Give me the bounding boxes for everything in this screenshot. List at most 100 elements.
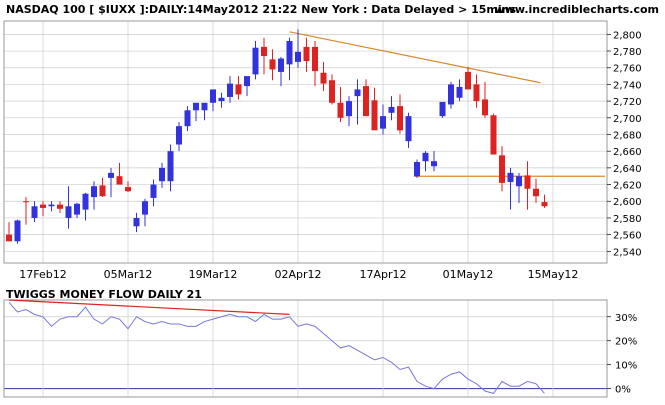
- candlestick: [57, 201, 63, 213]
- resistance-trendline: [289, 31, 541, 84]
- indicator-panel: TWIGGS MONEY FLOW DAILY 21 0% 10% 20% 30%: [3, 288, 637, 398]
- price-y-tick-label: 2,560: [613, 231, 642, 242]
- candlestick: [91, 181, 97, 210]
- price-y-tick-label: 2,640: [613, 164, 642, 175]
- candlestick: [150, 179, 157, 207]
- price-y-tick-label: 2,660: [613, 147, 642, 158]
- candlestick: [533, 178, 539, 203]
- candlestick: [524, 161, 531, 210]
- price-y-tick-label: 2,600: [613, 197, 642, 208]
- candlestick: [201, 102, 208, 121]
- candlestick: [405, 112, 412, 148]
- candlestick: [116, 162, 123, 185]
- candlestick: [541, 194, 548, 208]
- price-y-tick-label: 2,580: [613, 214, 642, 225]
- candlestick: [159, 162, 165, 188]
- candlestick: [227, 76, 233, 103]
- price-x-tick-label: 01May12: [443, 268, 494, 281]
- candlestick: [473, 74, 480, 108]
- candlestick: [48, 201, 55, 212]
- price-x-tick-label: 02Apr12: [274, 268, 321, 281]
- candlestick: [65, 186, 72, 229]
- indicator-title: TWIGGS MONEY FLOW DAILY 21: [6, 288, 202, 301]
- candlestick: [142, 198, 148, 227]
- price-x-tick-label: 19Mar12: [189, 268, 238, 281]
- candlestick: [490, 113, 497, 155]
- candlestick: [244, 76, 250, 97]
- price-x-tick-label: 17Feb12: [19, 268, 66, 281]
- candlestick: [184, 106, 191, 132]
- candlestick: [397, 94, 403, 134]
- price-y-tick-label: 2,620: [613, 181, 642, 192]
- candlestick: [329, 74, 335, 105]
- chart-title: NASDAQ 100 [ $IUXX ]:DAILY:14May2012 21:…: [6, 3, 516, 16]
- candlestick: [269, 49, 276, 81]
- candlestick: [210, 89, 216, 112]
- candlestick: [465, 66, 471, 90]
- candlestick: [99, 177, 106, 198]
- candlestick: [346, 96, 352, 127]
- candlestick: [388, 96, 395, 121]
- candlestick: [414, 159, 420, 178]
- price-y-tick-label: 2,720: [613, 97, 642, 108]
- money-flow-trendline: [8, 299, 290, 315]
- candlestick: [176, 121, 182, 152]
- candlestick: [448, 81, 454, 109]
- price-y-tick-label: 2,700: [613, 114, 642, 125]
- candlestick: [218, 92, 225, 108]
- price-x-tick-label: 17Apr12: [359, 268, 406, 281]
- candlestick: [456, 79, 463, 102]
- candlestick: [74, 202, 80, 218]
- money-flow-line: [8, 302, 545, 394]
- candlestick: [40, 201, 46, 217]
- candlestick: [235, 76, 242, 100]
- candlestick: [14, 219, 21, 244]
- candlestick: [303, 37, 310, 72]
- indicator-y-tick-label: 10%: [615, 361, 637, 372]
- candlestick: [252, 41, 259, 80]
- candlestick: [320, 61, 327, 92]
- price-x-tick-label: 15May12: [528, 268, 579, 281]
- price-y-tick-label: 2,540: [613, 247, 642, 258]
- candlestick: [278, 56, 284, 87]
- candlestick: [337, 86, 344, 122]
- site-url: www.incrediblecharts.com: [495, 3, 659, 16]
- indicator-y-tick-label: 0%: [615, 385, 631, 396]
- price-y-tick-label: 2,680: [613, 130, 642, 141]
- candlestick: [261, 37, 267, 75]
- candlestick: [431, 151, 437, 172]
- price-y-tick-label: 2,740: [613, 80, 642, 91]
- candlestick: [125, 181, 131, 193]
- price-y-tick-label: 2,760: [613, 64, 642, 75]
- candlestick: [6, 222, 12, 242]
- candlestick: [286, 37, 293, 81]
- indicator-panel-frame: [3, 299, 608, 398]
- candlestick: [371, 87, 378, 131]
- candlestick: [380, 104, 386, 135]
- candlestick: [482, 81, 488, 118]
- candlestick: [354, 79, 361, 125]
- indicator-y-tick-label: 20%: [615, 337, 637, 348]
- candlestick: [133, 212, 140, 233]
- candlestick: [312, 41, 318, 87]
- candlestick: [167, 144, 174, 192]
- price-y-tick-label: 2,780: [613, 47, 642, 58]
- candlestick: [363, 79, 369, 117]
- candlestick: [295, 29, 301, 68]
- candlestick: [108, 167, 114, 198]
- candlestick: [31, 201, 38, 223]
- price-x-tick-label: 05Mar12: [104, 268, 153, 281]
- candlestick: [439, 101, 446, 118]
- candlestick: [516, 172, 522, 203]
- candlestick: [499, 146, 505, 192]
- candlestick: [422, 151, 429, 172]
- candlestick: [193, 102, 199, 122]
- price-panel-frame: [3, 20, 608, 264]
- indicator-y-tick-label: 30%: [615, 313, 637, 324]
- price-y-tick-label: 2,800: [613, 30, 642, 41]
- candlestick: [82, 192, 89, 221]
- candlestick: [23, 197, 29, 225]
- price-panel: 2,540 2,560 2,580 2,600 2,620 2,640 2,660 2,680…: [3, 20, 642, 281]
- candlestick: [507, 167, 514, 210]
